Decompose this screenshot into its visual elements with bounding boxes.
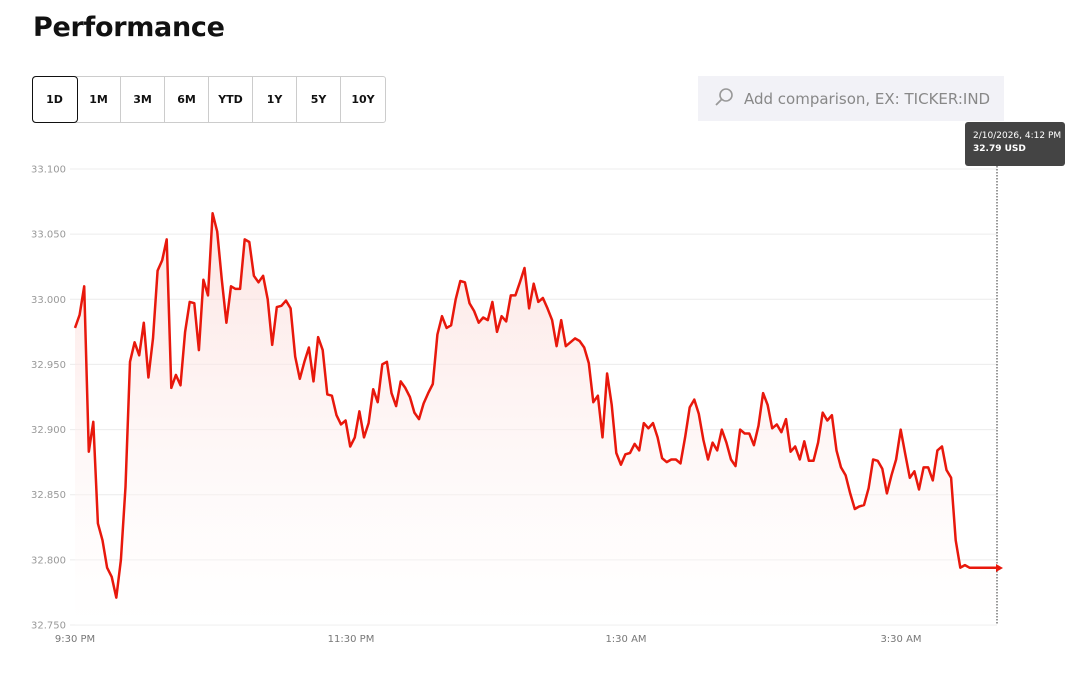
- page-title: Performance: [33, 12, 225, 43]
- x-tick-label: 3:30 AM: [880, 634, 921, 645]
- last-point-marker: [996, 564, 1003, 572]
- comparison-search[interactable]: [698, 76, 1004, 121]
- y-tick-label: 32.750: [31, 621, 66, 632]
- price-tooltip: 2/10/2026, 4:12 PM 32.79 USD: [965, 122, 1065, 166]
- price-area: [75, 213, 997, 626]
- y-tick-label: 33.000: [31, 295, 66, 306]
- y-tick-label: 32.850: [31, 490, 66, 501]
- price-line: [73, 212, 997, 599]
- range-10y-button[interactable]: 10Y: [351, 93, 375, 106]
- y-tick-label: 33.100: [31, 165, 66, 176]
- y-tick-label: 32.800: [31, 555, 66, 566]
- y-tick-label: 32.950: [31, 360, 66, 371]
- x-tick-label: 9:30 PM: [55, 634, 95, 645]
- range-ytd-button[interactable]: YTD: [209, 77, 253, 122]
- y-tick-label: 33.050: [31, 230, 66, 241]
- y-tick-label: 32.900: [31, 425, 66, 436]
- tooltip-datetime: 2/10/2026, 4:12 PM: [973, 131, 1062, 141]
- tooltip-price: 32.79 USD: [973, 144, 1026, 154]
- range-3m-button[interactable]: 3M: [121, 77, 165, 122]
- x-tick-label: 1:30 AM: [605, 634, 646, 645]
- comparison-input[interactable]: [742, 88, 1004, 109]
- x-tick-label: 11:30 PM: [328, 634, 375, 645]
- range-6m-button[interactable]: 6M: [165, 77, 209, 122]
- range-1y-button[interactable]: 1Y: [253, 77, 297, 122]
- search-icon: [714, 87, 734, 111]
- range-selector: 1D 1M 3M 6M YTD 1Y 5Y 10Y: [32, 76, 386, 123]
- range-5y-button[interactable]: 5Y: [297, 77, 341, 122]
- range-1d-button[interactable]: 1D: [32, 76, 78, 123]
- range-1m-button[interactable]: 1M: [77, 77, 121, 122]
